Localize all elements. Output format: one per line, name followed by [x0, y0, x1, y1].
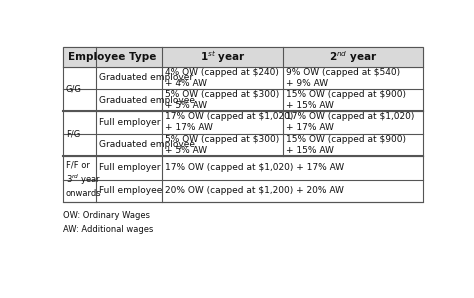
Text: Full employer: Full employer [99, 163, 160, 172]
Text: 15% OW (capped at $900)
+ 15% AW: 15% OW (capped at $900) + 15% AW [286, 90, 406, 110]
Text: Graduated employee: Graduated employee [99, 96, 195, 105]
Text: OW: Ordinary Wages: OW: Ordinary Wages [63, 211, 150, 220]
Text: Employee Type: Employee Type [68, 52, 157, 62]
Bar [63, 47, 423, 202]
Text: Graduated employer: Graduated employer [99, 73, 193, 82]
Text: Full employee: Full employee [99, 187, 162, 195]
Text: 9% OW (capped at $540)
+ 9% AW: 9% OW (capped at $540) + 9% AW [286, 68, 401, 88]
Text: 17% OW (capped at $1,020)
+ 17% AW: 17% OW (capped at $1,020) + 17% AW [286, 112, 415, 132]
Text: 1$^{st}$ year: 1$^{st}$ year [200, 49, 246, 65]
Text: Full employer: Full employer [99, 118, 160, 127]
Text: 5% OW (capped at $300)
+ 5% AW: 5% OW (capped at $300) + 5% AW [165, 135, 279, 155]
Text: 4% OW (capped at $240)
+ 4% AW: 4% OW (capped at $240) + 4% AW [165, 68, 279, 88]
Text: AW: Additional wages: AW: Additional wages [63, 225, 153, 234]
Text: 20% OW (capped at $1,200) + 20% AW: 20% OW (capped at $1,200) + 20% AW [165, 187, 344, 195]
Text: 17% OW (capped at $1,020)
+ 17% AW: 17% OW (capped at $1,020) + 17% AW [165, 112, 293, 132]
Text: 15% OW (capped at $900)
+ 15% AW: 15% OW (capped at $900) + 15% AW [286, 135, 406, 155]
Text: 17% OW (capped at $1,020) + 17% AW: 17% OW (capped at $1,020) + 17% AW [165, 163, 344, 172]
Text: 5% OW (capped at $300)
+ 5% AW: 5% OW (capped at $300) + 5% AW [165, 90, 279, 110]
Text: Graduated employee: Graduated employee [99, 140, 195, 149]
Text: G/G: G/G [66, 85, 82, 94]
Text: F/G: F/G [66, 129, 80, 138]
Text: 2$^{nd}$ year: 2$^{nd}$ year [329, 49, 377, 65]
Text: F/F or
3$^{rd}$ year
onwards: F/F or 3$^{rd}$ year onwards [66, 160, 101, 198]
